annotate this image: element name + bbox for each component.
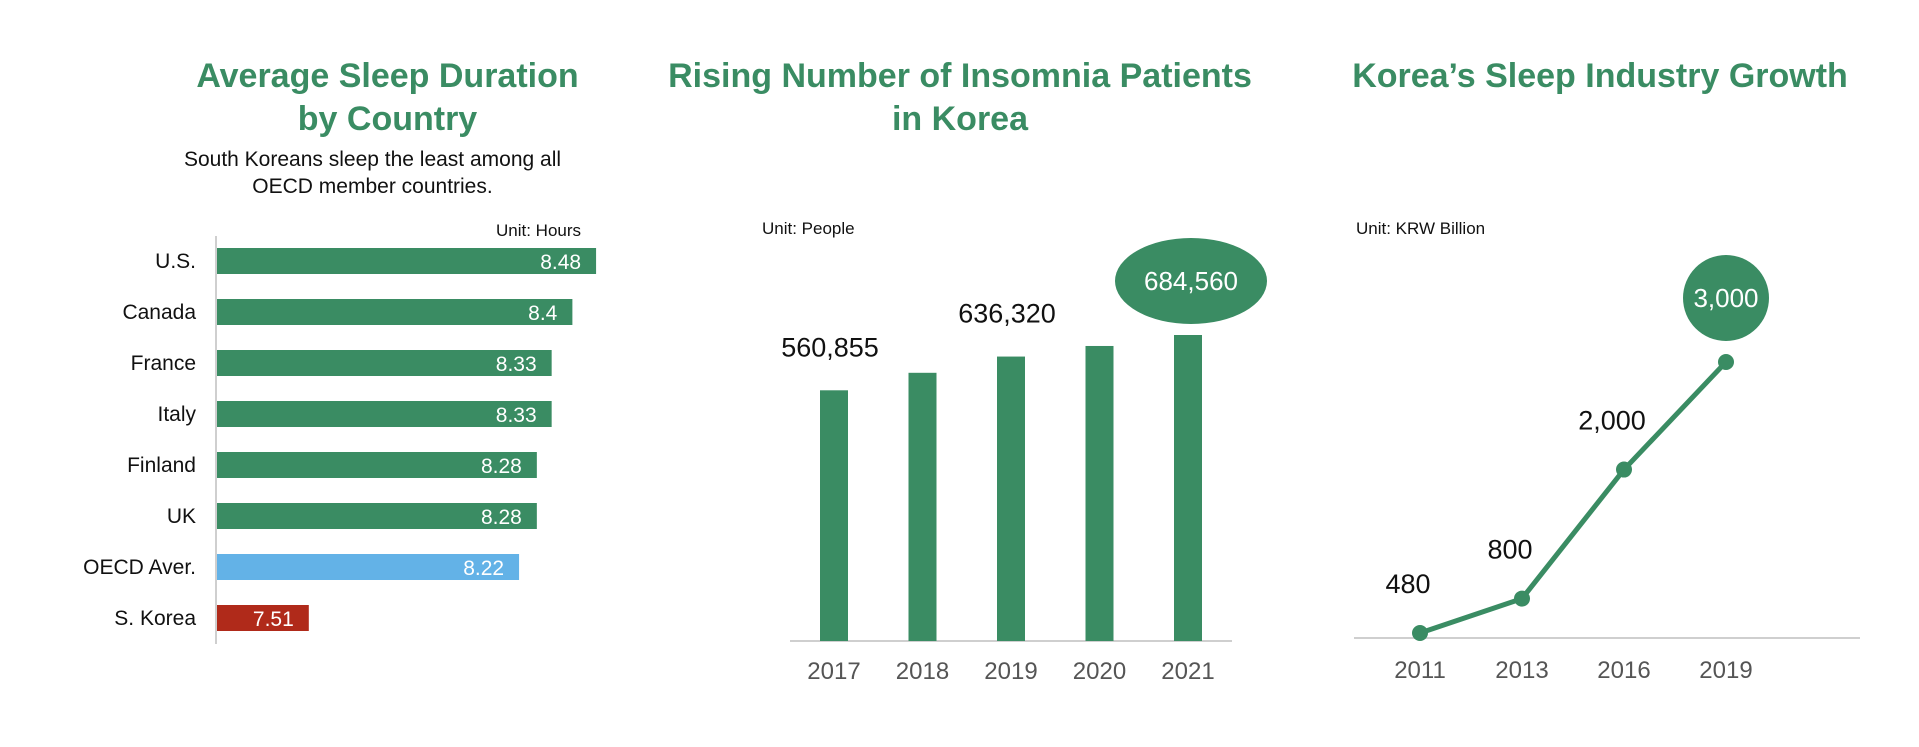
highlight-value-label: 3,000 (1693, 283, 1758, 313)
point-value-label: 800 (1487, 535, 1532, 565)
category-tick-label: Canada (122, 301, 196, 324)
category-tick-label: Finland (127, 454, 196, 477)
bar (1085, 345, 1114, 641)
bar (217, 401, 552, 427)
category-tick-label: OECD Aver. (83, 556, 196, 579)
x-tick-label: 2021 (1161, 658, 1214, 685)
vbar-plot: 2017 560,855 2018 2019 636,320 2020 2021 684,56… (781, 238, 1267, 685)
bar-value-label: 8.28 (481, 455, 522, 478)
x-tick-label: 2019 (1699, 657, 1752, 684)
bar (820, 390, 848, 641)
bar-value-label: 8.33 (496, 404, 537, 427)
data-point (1616, 461, 1632, 478)
chart-insomnia-patients: Rising Number of Insomnia Patients in Ko… (640, 0, 1280, 747)
chart-title-line: by Country (297, 100, 478, 138)
x-tick-label: 2018 (896, 658, 949, 685)
chart-title-line: Rising Number of Insomnia Patients (668, 57, 1252, 95)
highlight-ellipse (1115, 238, 1267, 324)
bar (217, 350, 552, 376)
bar-value-label: 8.22 (463, 557, 504, 580)
category-tick-label: Italy (157, 403, 196, 426)
bar (217, 299, 573, 325)
bar (997, 356, 1025, 641)
bar (217, 452, 537, 478)
highlight-circle (1683, 255, 1769, 341)
category-tick-label: U.S. (155, 250, 196, 273)
chart-sleep-industry: Korea’s Sleep Industry Growth Unit: KRW … (1280, 0, 1919, 747)
chart-title: Korea’s Sleep Industry Growth (1352, 57, 1848, 95)
x-tick-label: 2011 (1394, 657, 1446, 684)
chart-unit-label: Unit: People (762, 219, 855, 238)
bar-value-label: 8.28 (481, 506, 522, 529)
bar-value-label: 560,855 (781, 332, 879, 362)
bar-value-label: 636,320 (958, 299, 1056, 329)
data-point (1514, 590, 1530, 607)
chart-unit-label: Unit: KRW Billion (1356, 219, 1486, 238)
point-value-label: 480 (1385, 569, 1430, 599)
data-point (1718, 354, 1734, 370)
series-line (1419, 360, 1728, 636)
bar-value-label: 8.4 (528, 302, 558, 325)
x-tick-label: 2017 (807, 658, 860, 685)
x-tick-label: 2019 (984, 658, 1037, 685)
x-tick-label: 2020 (1073, 658, 1126, 685)
bar (908, 372, 937, 641)
point-value-label: 2,000 (1578, 406, 1646, 436)
chart-title-line: in Korea (891, 100, 1029, 138)
x-tick-label: 2016 (1597, 657, 1650, 684)
data-point (1412, 625, 1428, 641)
chart-subtitle-line: OECD member countries. (252, 175, 493, 198)
bar-value-label: 8.48 (540, 251, 581, 274)
chart-subtitle-line: South Koreans sleep the least among all (183, 148, 562, 171)
bar (217, 554, 520, 580)
chart-sleep-duration: Average Sleep Duration by Country South … (0, 0, 640, 747)
bar-value-label: 8.33 (496, 353, 537, 376)
hbar-plot: U.S. 8.48 Canada 8.4 France 8.33 Italy 8.33 Finl… (83, 236, 597, 644)
bar (217, 503, 537, 529)
category-tick-label: UK (167, 505, 196, 528)
line-plot: 2011 480 2013 800 2016 2,000 2019 3,000 (1354, 255, 1860, 684)
highlight-value-label: 684,560 (1144, 266, 1238, 296)
chart-unit-label: Unit: Hours (496, 221, 582, 240)
category-tick-label: France (131, 352, 196, 375)
chart-title-line: Average Sleep Duration (196, 57, 579, 95)
bar-value-label: 7.51 (253, 608, 294, 631)
bar (217, 605, 309, 631)
category-tick-label: S. Korea (114, 607, 196, 630)
bar (217, 248, 597, 274)
x-tick-label: 2013 (1495, 657, 1548, 684)
bar (1174, 335, 1202, 641)
